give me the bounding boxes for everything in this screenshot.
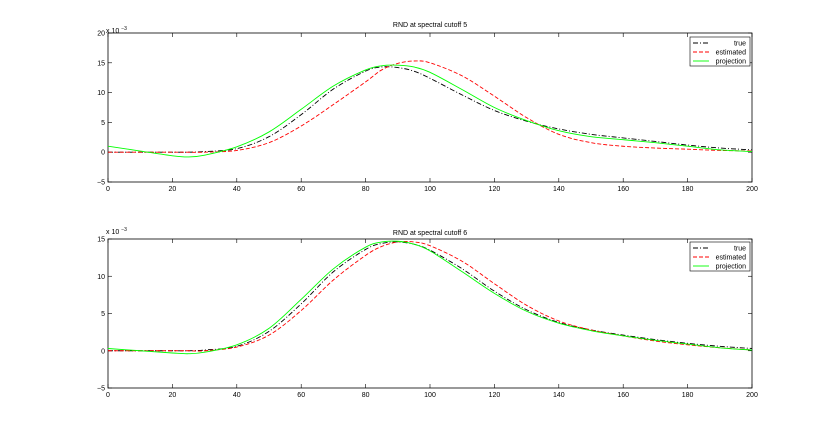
subplot-2-y-tick-label: 0	[101, 348, 105, 355]
subplot-2-series-estimated	[107, 241, 753, 352]
subplot-1-x-tick-label: 160	[617, 186, 629, 193]
subplot-1-legend-label-true: true	[734, 41, 746, 48]
subplot-2-x-tick-label: 40	[233, 392, 241, 399]
subplot-2-y-tick-label: −5	[97, 386, 105, 393]
subplot-1-y-scale-exponent: −3	[121, 26, 127, 32]
subplot-2-legend: true estimated projection	[689, 241, 751, 272]
subplot-1-y-tick-label: 0	[101, 150, 105, 157]
subplot-1-x-tick-label: 100	[424, 186, 436, 193]
subplot-2-series-projection	[107, 240, 753, 355]
subplot-2-x-tick-label: 0	[106, 392, 110, 399]
subplot-2-y-scale-prefix: x 10	[106, 229, 119, 236]
subplot-1-series-projection	[107, 64, 753, 158]
subplot-1-legend-label-projection: projection	[716, 59, 746, 66]
subplot-2-x-tick-label: 100	[424, 392, 436, 399]
subplot-1-y-tick-label: 15	[97, 60, 105, 67]
subplot-1-title: RND at spectral cutoff 5	[393, 22, 467, 29]
subplot-2-x-tick-label: 80	[362, 392, 370, 399]
subplot-2-plot-area: 0 20 40 60 80 100 120 140 160 180 200−5051015truee…	[97, 237, 758, 400]
subplot-1-x-tick-label: 20	[169, 186, 177, 193]
subplot-1-legend-label-estimated: estimated	[716, 50, 746, 57]
subplot-2-x-tick-label: 140	[553, 392, 565, 399]
subplot-1-x-tick-label: 80	[362, 186, 370, 193]
subplot-1-y-tick-label: 20	[97, 31, 105, 38]
subplot-2-x-tick-label: 20	[169, 392, 177, 399]
subplot-1-y-tick-label: 10	[97, 90, 105, 97]
subplot-1-legend: true estimated projection	[689, 36, 751, 67]
subplot-1-y-tick-label: 5	[101, 120, 105, 127]
subplot-1-y-tick-label: −5	[97, 180, 105, 187]
subplot-1-x-tick-label: 200	[746, 186, 758, 193]
subplot-2-y-scale-label: x 10 −3	[106, 227, 127, 236]
subplot-1-series-true	[107, 66, 753, 153]
subplot-1-plot-area: 0 20 40 60 80 100 120 140 160 180 200−505101520tru…	[97, 31, 758, 194]
subplot-2-legend-label-true: true	[734, 246, 746, 253]
subplot-2-x-tick-label: 180	[682, 392, 694, 399]
subplot-2-y-scale-exponent: −3	[121, 227, 127, 233]
subplot-2-x-tick-label: 160	[617, 392, 629, 399]
subplot-2-legend-label-projection: projection	[716, 264, 746, 271]
subplot-2-legend-label-estimated: estimated	[716, 255, 746, 262]
subplot-2-x-tick-label: 60	[297, 392, 305, 399]
subplot-1-y-scale-label: x 10 −3	[106, 26, 127, 35]
subplot-1: RND at spectral cutoff 5 x 10 −3 0 20 40 60…	[97, 22, 758, 193]
subplot-2-y-tick-label: 10	[97, 274, 105, 281]
subplot-2: RND at spectral cutoff 6 x 10 −3 0 20 40 60…	[97, 227, 758, 399]
subplot-2-x-tick-label: 120	[489, 392, 501, 399]
subplot-2-y-tick-label: 15	[97, 237, 105, 244]
subplot-1-x-tick-label: 140	[553, 186, 565, 193]
subplot-1-x-tick-label: 60	[297, 186, 305, 193]
subplot-2-title: RND at spectral cutoff 6	[393, 230, 467, 237]
subplot-1-x-tick-label: 40	[233, 186, 241, 193]
subplot-1-y-scale-prefix: x 10	[106, 28, 119, 35]
subplot-1-x-tick-label: 180	[682, 186, 694, 193]
subplot-1-x-tick-label: 0	[106, 186, 110, 193]
subplot-2-y-tick-label: 5	[101, 311, 105, 318]
subplot-2-x-tick-label: 200	[746, 392, 758, 399]
subplot-1-x-tick-label: 120	[489, 186, 501, 193]
